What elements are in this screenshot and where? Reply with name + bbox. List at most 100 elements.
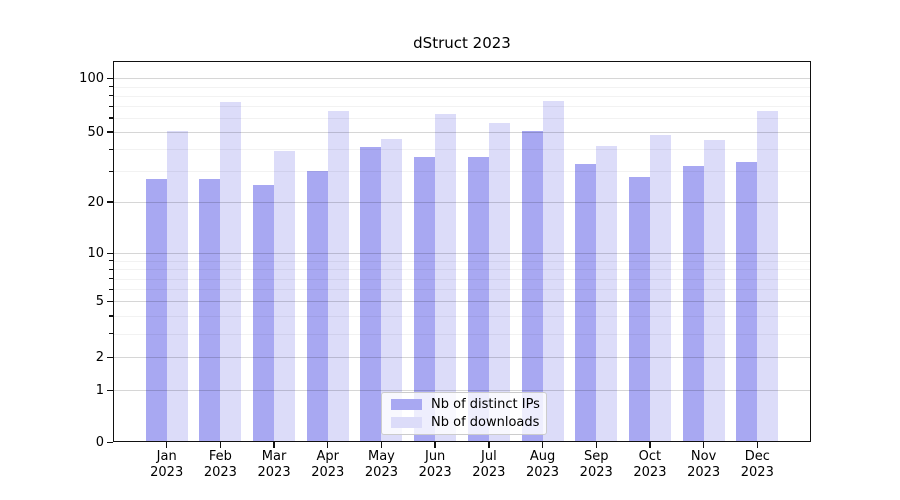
y-tick-10 [107, 252, 113, 254]
x-tick-label-aug: Aug 2023 [525, 449, 560, 481]
y-minortick-9 [109, 260, 113, 262]
x-tick-nov [702, 442, 705, 449]
gridline-minor-4 [113, 316, 811, 318]
y-tick-label-50: 50 [87, 124, 104, 140]
x-tick-label-jul: Jul 2023 [472, 449, 506, 481]
x-tick-jul [488, 442, 490, 449]
legend-swatch-distinct-ips [391, 399, 422, 410]
x-tick-aug [541, 442, 544, 449]
x-tick-mar [273, 442, 275, 449]
x-tick-label-dec: Dec 2023 [740, 449, 774, 481]
y-tick-label-10: 10 [87, 245, 104, 261]
gridline-minor-40 [113, 149, 811, 151]
bar-downloads-feb [220, 101, 242, 443]
bar-downloads-apr [327, 110, 349, 443]
x-tick-jan [165, 442, 168, 449]
y-minortick-90 [109, 85, 113, 88]
gridline-major-10 [113, 253, 811, 255]
bar-ips-nov [682, 166, 704, 443]
x-tick-label-feb: Feb 2023 [203, 449, 237, 481]
legend: Nb of distinct IPs Nb of downloads [381, 392, 547, 435]
y-tick-0 [107, 441, 113, 443]
legend-label-distinct-ips: Nb of distinct IPs [431, 396, 540, 412]
y-minortick-7 [109, 277, 113, 279]
bar-ips-may [360, 147, 382, 443]
y-minortick-70 [109, 105, 113, 107]
gridline-minor-9 [113, 260, 811, 262]
y-tick-label-100: 100 [79, 70, 104, 86]
bar-ips-jul [467, 157, 489, 443]
y-tick-label-2: 2 [95, 349, 104, 365]
legend-item-distinct-ips: Nb of distinct IPs [391, 396, 540, 412]
legend-item-downloads: Nb of downloads [391, 414, 540, 430]
bar-ips-jun [414, 157, 436, 443]
x-tick-sep [595, 442, 597, 449]
bar-downloads-mar [274, 151, 296, 443]
y-tick-label-5: 5 [95, 293, 104, 309]
x-tick-apr [327, 442, 329, 449]
x-tick-feb [219, 442, 222, 449]
y-tick-50 [107, 131, 113, 133]
gridline-minor-90 [113, 86, 811, 88]
bar-downloads-sep [596, 145, 618, 443]
bar-downloads-oct [649, 135, 671, 443]
legend-label-downloads: Nb of downloads [431, 414, 540, 430]
x-tick-jun [434, 442, 436, 449]
y-tick-label-20: 20 [87, 194, 104, 210]
bar-ips-dec [736, 161, 758, 443]
gridline-major-50 [113, 132, 811, 134]
gridline-minor-7 [113, 278, 811, 280]
y-minortick-30 [109, 170, 113, 172]
x-tick-dec [756, 442, 758, 449]
gridline-major-1 [113, 390, 811, 392]
bar-downloads-dec [757, 110, 779, 443]
x-tick-may [380, 442, 383, 449]
bar-downloads-aug [542, 100, 564, 443]
bar-downloads-jan [166, 130, 188, 443]
gridline-minor-30 [113, 171, 811, 173]
y-tick-2 [107, 356, 113, 358]
x-tick-label-oct: Oct 2023 [633, 449, 667, 481]
x-tick-label-apr: Apr 2023 [311, 449, 345, 481]
y-tick-label-0: 0 [95, 434, 104, 450]
y-minortick-6 [109, 288, 113, 290]
bar-ips-jan [145, 179, 167, 443]
x-tick-label-jun: Jun 2023 [418, 449, 452, 481]
x-tick-label-may: May 2023 [364, 449, 398, 481]
y-minortick-8 [109, 268, 113, 270]
plot-area [113, 61, 811, 443]
gridline-major-5 [113, 301, 811, 303]
bar-ips-sep [575, 164, 597, 443]
gridline-minor-8 [113, 269, 811, 271]
bar-ips-feb [199, 179, 221, 443]
bar-downloads-jul [488, 123, 510, 443]
bar-downloads-may [381, 138, 403, 443]
y-tick-1 [107, 389, 113, 392]
bar-ips-mar [253, 185, 275, 443]
y-minortick-40 [109, 148, 113, 150]
y-minortick-60 [109, 117, 113, 119]
legend-swatch-downloads [391, 417, 422, 428]
y-minortick-80 [109, 95, 113, 97]
y-tick-20 [107, 201, 113, 203]
gridline-minor-60 [113, 118, 811, 120]
gridline-major-2 [113, 357, 811, 359]
gridline-minor-70 [113, 106, 811, 108]
bar-downloads-jun [435, 114, 457, 443]
chart-title: dStruct 2023 [413, 34, 511, 52]
y-minortick-4 [109, 315, 113, 317]
y-minortick-3 [109, 333, 113, 335]
x-tick-label-sep: Sep 2023 [579, 449, 613, 481]
y-tick-100 [107, 77, 113, 80]
x-tick-label-nov: Nov 2023 [687, 449, 721, 481]
y-tick-5 [107, 300, 113, 303]
x-tick-label-mar: Mar 2023 [257, 449, 291, 481]
bar-ips-oct [628, 176, 650, 443]
bar-downloads-nov [703, 140, 725, 443]
gridline-major-20 [113, 202, 811, 204]
y-tick-label-1: 1 [95, 382, 104, 398]
gridline-minor-6 [113, 289, 811, 291]
gridline-minor-3 [113, 333, 811, 335]
gridline-minor-80 [113, 95, 811, 97]
